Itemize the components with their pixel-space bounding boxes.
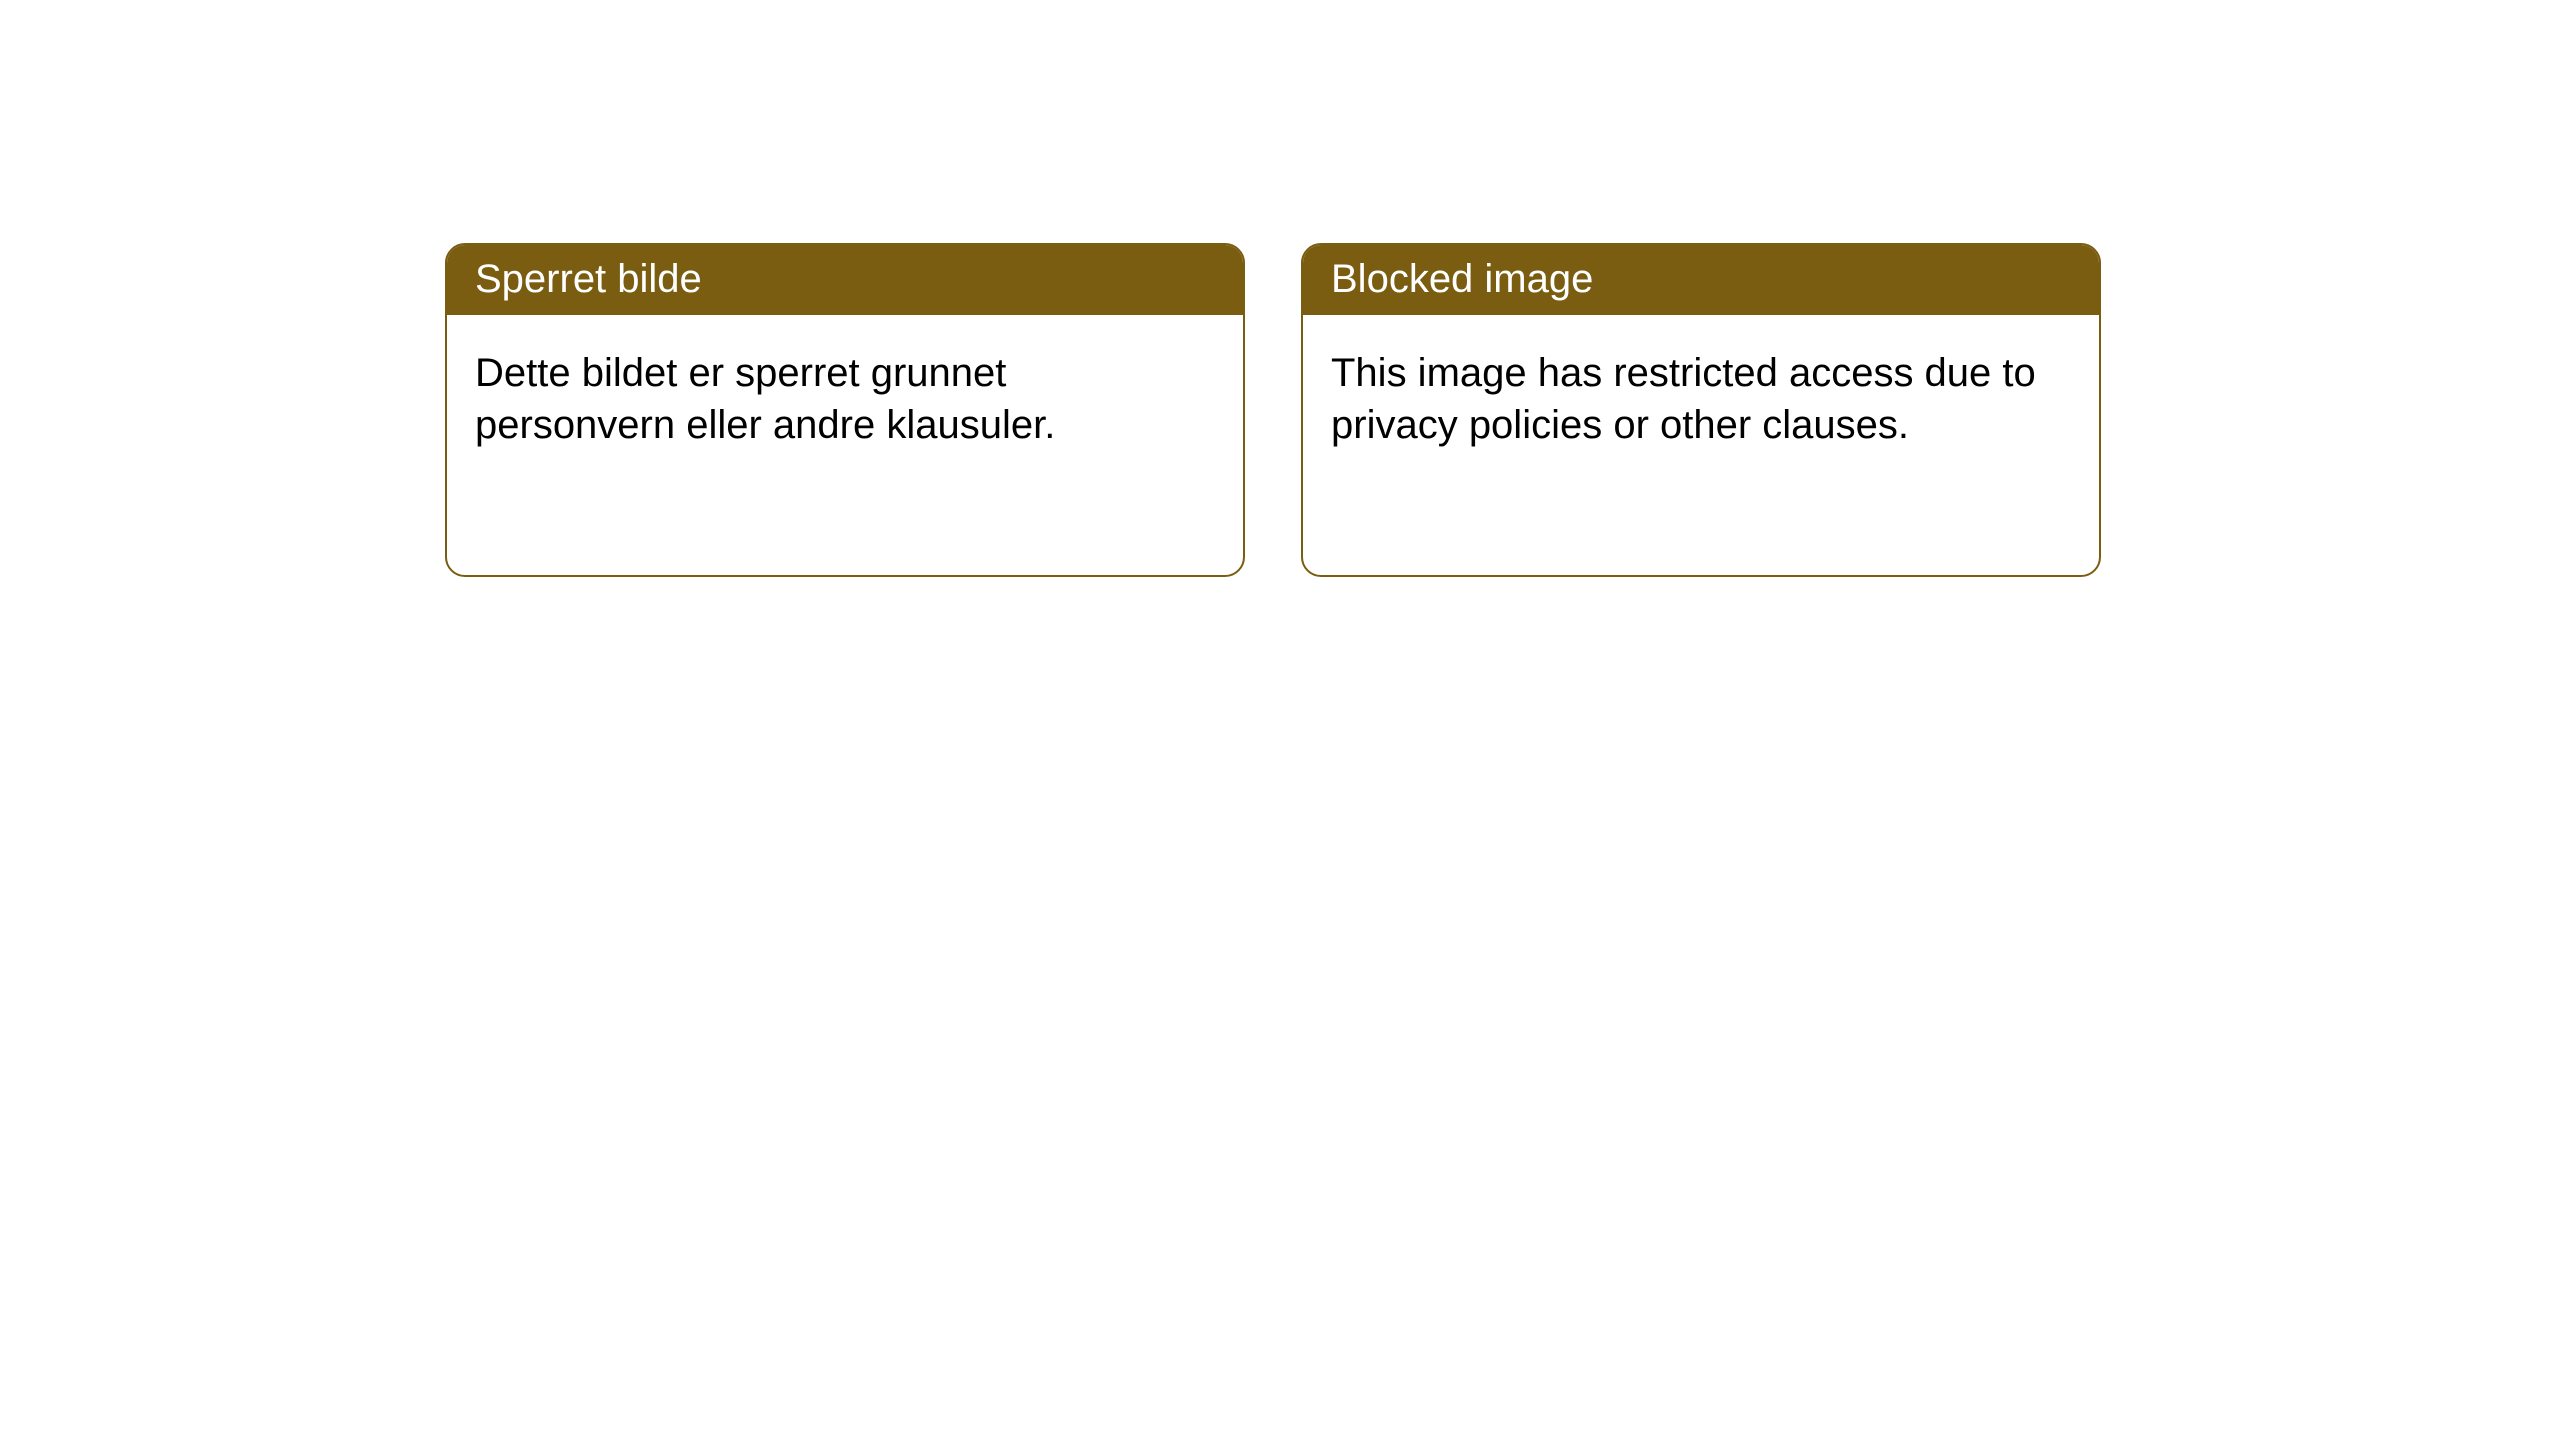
card-title: Sperret bilde (475, 257, 702, 301)
card-body: Dette bildet er sperret grunnet personve… (447, 315, 1243, 483)
card-header: Sperret bilde (447, 245, 1243, 315)
card-message: Dette bildet er sperret grunnet personve… (475, 351, 1055, 447)
notice-container: Sperret bilde Dette bildet er sperret gr… (0, 0, 2560, 577)
card-title: Blocked image (1331, 257, 1593, 301)
notice-card-english: Blocked image This image has restricted … (1301, 243, 2101, 577)
card-body: This image has restricted access due to … (1303, 315, 2099, 483)
card-header: Blocked image (1303, 245, 2099, 315)
card-message: This image has restricted access due to … (1331, 351, 2036, 447)
notice-card-norwegian: Sperret bilde Dette bildet er sperret gr… (445, 243, 1245, 577)
